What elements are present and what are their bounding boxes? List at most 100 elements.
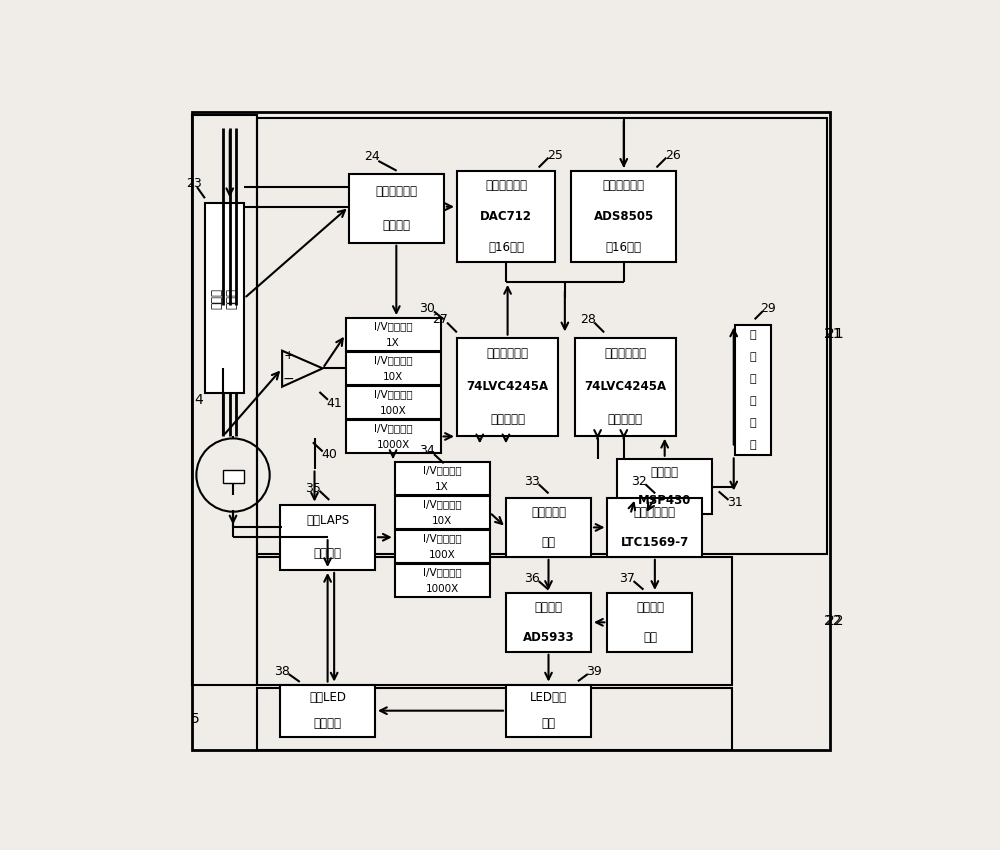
Text: 32: 32 [631, 475, 647, 488]
Text: 22: 22 [824, 614, 842, 628]
Text: 10X: 10X [432, 516, 452, 525]
Bar [617, 459, 712, 514]
Text: 33: 33 [524, 475, 540, 488]
Text: 27: 27 [433, 313, 448, 326]
Text: LTC1569-7: LTC1569-7 [621, 536, 689, 548]
Text: 10X: 10X [383, 371, 403, 382]
Text: 切换电路: 切换电路 [314, 547, 342, 560]
Text: 放大电路: 放大电路 [382, 219, 410, 232]
Text: 电路: 电路 [643, 631, 657, 643]
Text: 100X: 100X [429, 550, 456, 559]
Text: 5: 5 [191, 711, 199, 726]
Bar [506, 593, 591, 652]
Text: 电路: 电路 [541, 536, 555, 548]
Text: 滤波、调零及: 滤波、调零及 [375, 184, 417, 198]
Text: 23: 23 [186, 178, 202, 190]
Bar [192, 115, 257, 684]
Text: 38: 38 [274, 665, 290, 678]
Bar [506, 498, 591, 557]
Text: I/V变换电路: I/V变换电路 [374, 355, 412, 366]
Text: （高八位）: （高八位） [490, 413, 525, 426]
Bar [571, 171, 676, 263]
Text: 电平转换电路: 电平转换电路 [604, 348, 646, 360]
Text: 电平转换电路: 电平转换电路 [487, 348, 529, 360]
Text: 调零及放大: 调零及放大 [531, 507, 566, 519]
Text: 四路LED: 四路LED [309, 691, 346, 704]
Text: 1000X: 1000X [376, 439, 410, 450]
Bar [395, 496, 490, 529]
Bar [346, 318, 441, 351]
Text: 1000X: 1000X [426, 584, 459, 593]
Text: 外部时钟: 外部时钟 [636, 601, 664, 614]
Text: （16位）: （16位） [606, 241, 642, 253]
Text: 37: 37 [619, 572, 635, 585]
Text: 35: 35 [305, 482, 321, 495]
Text: 25: 25 [547, 149, 563, 162]
Text: 74LVC4245A: 74LVC4245A [584, 380, 666, 394]
Text: 微处理器: 微处理器 [651, 466, 679, 479]
Text: 1X: 1X [386, 337, 400, 348]
Text: 34: 34 [420, 445, 435, 457]
Text: 21: 21 [824, 327, 842, 342]
Bar [346, 352, 441, 385]
Text: 阻抗芯片: 阻抗芯片 [534, 601, 562, 614]
Bar [575, 337, 676, 436]
Text: 数模转换电路: 数模转换电路 [485, 179, 527, 192]
Text: 低通滤波电路: 低通滤波电路 [634, 507, 676, 519]
Text: 模数转换电路: 模数转换电路 [603, 179, 645, 192]
Bar [395, 564, 490, 597]
Text: 1X: 1X [435, 481, 449, 491]
Text: （16位）: （16位） [488, 241, 524, 253]
Text: 30: 30 [419, 302, 435, 314]
Text: 39: 39 [586, 665, 602, 678]
Text: 电路: 电路 [541, 717, 555, 730]
Text: 接: 接 [750, 417, 756, 428]
Text: （低八位）: （低八位） [608, 413, 643, 426]
Bar [457, 337, 558, 436]
Text: 串: 串 [750, 331, 756, 341]
Text: 22: 22 [826, 614, 844, 628]
Text: I/V变换电路: I/V变换电路 [423, 499, 461, 509]
Text: 31: 31 [727, 496, 743, 509]
Text: I/V变换电路: I/V变换电路 [374, 321, 412, 332]
Bar [257, 118, 827, 553]
Bar [223, 470, 244, 483]
Text: 36: 36 [524, 572, 540, 585]
Bar [349, 174, 444, 243]
Bar [205, 203, 244, 394]
Bar [280, 684, 375, 737]
Text: 100X: 100X [380, 405, 406, 416]
Bar [395, 462, 490, 495]
Text: MSP430: MSP430 [638, 494, 691, 507]
Text: 口: 口 [750, 439, 756, 450]
Bar [395, 530, 490, 563]
Text: 切换电路: 切换电路 [314, 717, 342, 730]
Bar [607, 498, 702, 557]
Bar [346, 386, 441, 419]
Bar [735, 325, 771, 456]
Text: 有源滤
波电路: 有源滤 波电路 [211, 288, 239, 309]
Text: 40: 40 [321, 448, 337, 461]
Text: I/V变换电路: I/V变换电路 [374, 389, 412, 400]
Text: DAC712: DAC712 [480, 210, 532, 223]
Text: −: − [283, 371, 294, 386]
Text: 21: 21 [826, 327, 844, 342]
Text: I/V变换电路: I/V变换电路 [423, 465, 461, 475]
Bar [257, 557, 732, 684]
Text: 四路LAPS: 四路LAPS [306, 514, 349, 527]
Text: 29: 29 [761, 303, 776, 315]
Text: I/V变换电路: I/V变换电路 [374, 423, 412, 434]
Text: 行: 行 [750, 352, 756, 362]
Text: 74LVC4245A: 74LVC4245A [467, 380, 549, 394]
Text: I/V变换电路: I/V变换电路 [423, 567, 461, 577]
Bar [257, 688, 732, 750]
Text: AD5933: AD5933 [523, 631, 574, 643]
Bar [607, 593, 692, 652]
Text: 24: 24 [364, 150, 380, 163]
Text: ADS8505: ADS8505 [594, 210, 654, 223]
Bar [457, 171, 555, 263]
Text: 28: 28 [580, 313, 596, 326]
Text: 41: 41 [327, 397, 342, 410]
Bar [346, 420, 441, 453]
Text: I/V变换电路: I/V变换电路 [423, 533, 461, 543]
